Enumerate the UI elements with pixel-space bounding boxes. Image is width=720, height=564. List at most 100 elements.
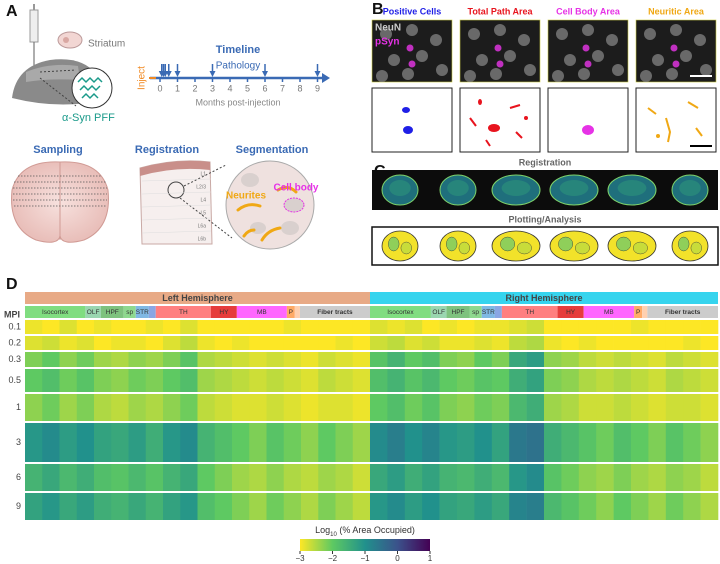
heatmap-cell bbox=[613, 336, 632, 350]
heatmap-cell bbox=[111, 423, 129, 462]
heatmap-cell bbox=[128, 423, 147, 462]
psyn-spot bbox=[584, 60, 592, 68]
psyn-spot bbox=[672, 60, 680, 68]
nucleus bbox=[518, 34, 530, 46]
heatmap-cell bbox=[387, 320, 406, 334]
heatmap-cell bbox=[318, 369, 336, 392]
heatmap-cell bbox=[404, 464, 423, 491]
heatmap-cell bbox=[42, 464, 60, 491]
heatmap-cell bbox=[232, 464, 250, 491]
heatmap-cell bbox=[249, 493, 267, 520]
tick-label: 4 bbox=[227, 83, 232, 93]
heatmap-cell bbox=[197, 336, 216, 350]
heatmap-cell bbox=[163, 369, 181, 392]
region-label: OLF bbox=[87, 309, 100, 316]
region-segment bbox=[494, 306, 502, 318]
heatmap-cell bbox=[439, 320, 458, 334]
heatmap-cell bbox=[648, 369, 667, 392]
heatmap-cell bbox=[578, 394, 597, 421]
region-segment bbox=[501, 306, 558, 318]
heatmap-cell bbox=[683, 369, 701, 392]
region-segment bbox=[85, 306, 101, 318]
region-label: Fiber tracts bbox=[665, 309, 701, 316]
heatmap-cell bbox=[665, 423, 684, 462]
nucleus bbox=[464, 70, 476, 82]
heatmap-cell bbox=[76, 336, 95, 350]
heatmap-cell bbox=[648, 423, 667, 462]
heatmap-cell bbox=[474, 394, 493, 421]
atlas-slice-region bbox=[690, 241, 702, 255]
mask-blob bbox=[403, 126, 413, 134]
region-label: Isocortex bbox=[42, 309, 69, 316]
heatmap-cell bbox=[613, 464, 632, 491]
heatmap-cell bbox=[404, 423, 423, 462]
nucleus bbox=[612, 64, 624, 76]
heatmap-cell bbox=[404, 336, 423, 350]
heatmap-cell bbox=[474, 493, 493, 520]
heatmap-cell bbox=[526, 423, 545, 462]
heatmap-cell bbox=[491, 394, 510, 421]
heatmap-cell bbox=[665, 352, 684, 367]
heatmap-cell bbox=[301, 336, 319, 350]
heatmap-cell bbox=[509, 493, 527, 520]
heatmap-cell bbox=[561, 369, 580, 392]
hemisphere-label: Right Hemisphere bbox=[505, 293, 582, 303]
heatmap-cell bbox=[59, 464, 78, 491]
stain-label: NeuN bbox=[375, 23, 401, 34]
heatmap-cell bbox=[163, 320, 181, 334]
region-label: P bbox=[289, 309, 293, 316]
heatmap-cell bbox=[301, 493, 319, 520]
heatmap-cell bbox=[491, 352, 510, 367]
heatmap-cell bbox=[163, 394, 181, 421]
region-segment bbox=[210, 306, 237, 318]
timeline-xlabel: Months post-injection bbox=[195, 97, 280, 107]
segmentation-zoom bbox=[225, 160, 315, 250]
heatmap-cell bbox=[700, 423, 719, 462]
heatmap-cell bbox=[578, 493, 597, 520]
heatmap-cell bbox=[561, 336, 580, 350]
heatmap-cell bbox=[25, 493, 43, 520]
tick-label: 5 bbox=[245, 83, 250, 93]
mask-blob bbox=[515, 131, 523, 139]
heatmap-cell bbox=[387, 464, 406, 491]
section-title: Registration bbox=[135, 144, 199, 156]
heatmap-cell bbox=[180, 352, 198, 367]
mask-blob bbox=[695, 127, 703, 137]
heatmap-cell bbox=[613, 394, 632, 421]
heatmap-cell bbox=[491, 464, 510, 491]
heatmap-cell bbox=[42, 320, 60, 334]
hemisphere-bar bbox=[370, 292, 718, 304]
heatmap-cell bbox=[335, 369, 354, 392]
registered-slice-inner bbox=[617, 180, 647, 196]
heatmap-cell bbox=[544, 320, 562, 334]
heatmap-cell bbox=[128, 394, 147, 421]
mask-blob bbox=[485, 139, 491, 147]
heatmap-cell bbox=[509, 369, 527, 392]
heatmap-cell bbox=[631, 369, 649, 392]
stain-label: pSyn bbox=[375, 37, 399, 48]
heatmap-cell bbox=[318, 320, 336, 334]
heatmap-cell bbox=[526, 394, 545, 421]
registered-slice-inner bbox=[559, 180, 589, 196]
nucleus bbox=[652, 54, 664, 66]
heatmap-cell bbox=[94, 493, 112, 520]
heatmap-cell bbox=[596, 394, 614, 421]
heatmap-cell bbox=[94, 320, 112, 334]
heatmap-cell bbox=[145, 464, 164, 491]
mask-blob bbox=[524, 116, 528, 120]
heatmap-cell bbox=[283, 336, 302, 350]
nucleus bbox=[436, 64, 448, 76]
heatmap-cell bbox=[214, 423, 233, 462]
mask-blob bbox=[469, 117, 477, 127]
tick-label: 7 bbox=[280, 83, 285, 93]
nucleus bbox=[666, 68, 678, 80]
heatmap-cell bbox=[214, 464, 233, 491]
heatmap-cell bbox=[422, 394, 440, 421]
heatmap-cell bbox=[596, 336, 614, 350]
region-label: STR bbox=[482, 309, 495, 316]
heatmap-cell bbox=[439, 369, 458, 392]
heatmap-cell bbox=[561, 493, 580, 520]
mask-blob bbox=[402, 107, 410, 113]
column-title: Neuritic Area bbox=[648, 6, 705, 16]
